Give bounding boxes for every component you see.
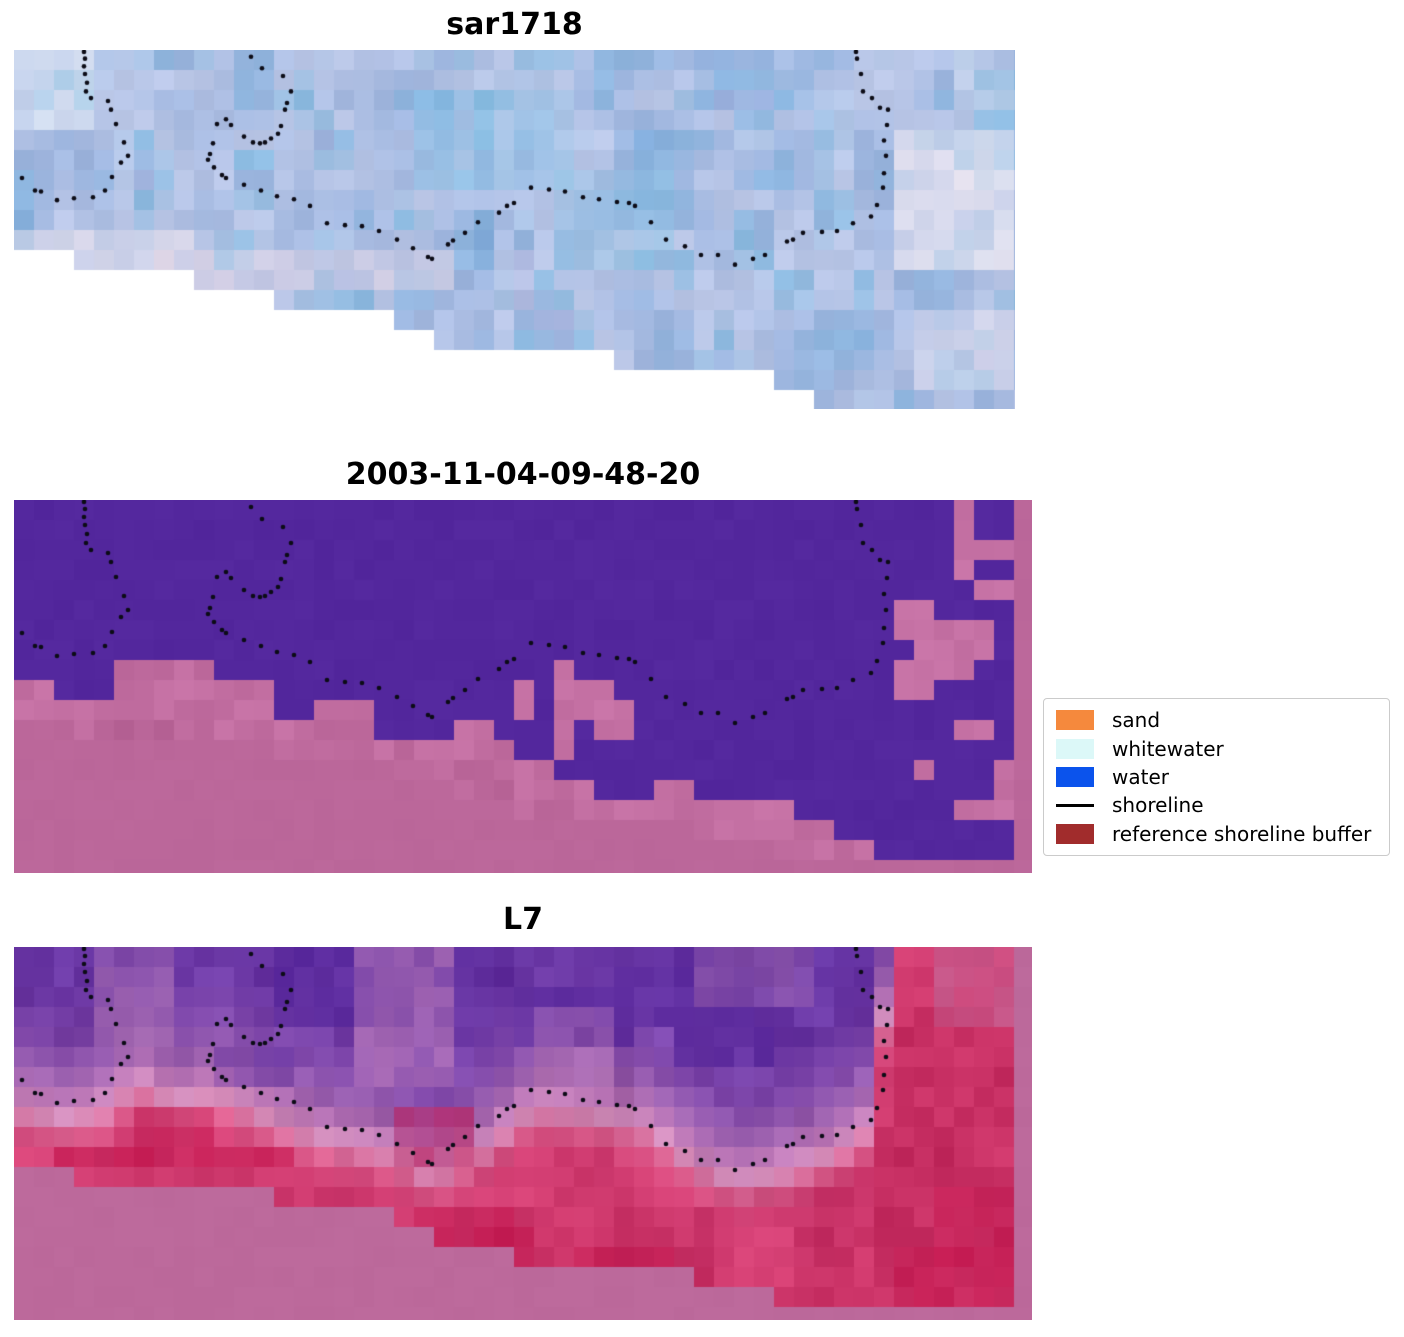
- sand-swatch-icon: [1056, 710, 1094, 731]
- l7-image: [14, 947, 1032, 1320]
- sar1718-image: [14, 50, 1015, 409]
- classified-image: [14, 500, 1032, 873]
- legend-row-reference-buffer: reference shoreline buffer: [1056, 820, 1377, 848]
- legend: sand whitewater water shoreline referenc…: [1043, 698, 1390, 856]
- reference-buffer-swatch-icon: [1056, 823, 1094, 844]
- legend-row-sand: sand: [1056, 706, 1377, 734]
- legend-label-shoreline: shoreline: [1112, 793, 1204, 818]
- shoreline-line-icon: [1056, 795, 1094, 815]
- legend-label-whitewater: whitewater: [1112, 736, 1224, 761]
- water-swatch-icon: [1056, 767, 1094, 788]
- panel-title-sar1718: sar1718: [446, 7, 583, 42]
- whitewater-swatch-icon: [1056, 738, 1094, 759]
- legend-label-water: water: [1112, 765, 1169, 790]
- legend-row-whitewater: whitewater: [1056, 734, 1377, 762]
- legend-row-water: water: [1056, 763, 1377, 791]
- legend-row-shoreline: shoreline: [1056, 791, 1377, 819]
- panel-title-classified-date: 2003-11-04-09-48-20: [345, 457, 701, 492]
- legend-label-sand: sand: [1112, 708, 1161, 733]
- panel-title-l7: L7: [503, 902, 543, 937]
- legend-label-reference-buffer: reference shoreline buffer: [1112, 821, 1372, 846]
